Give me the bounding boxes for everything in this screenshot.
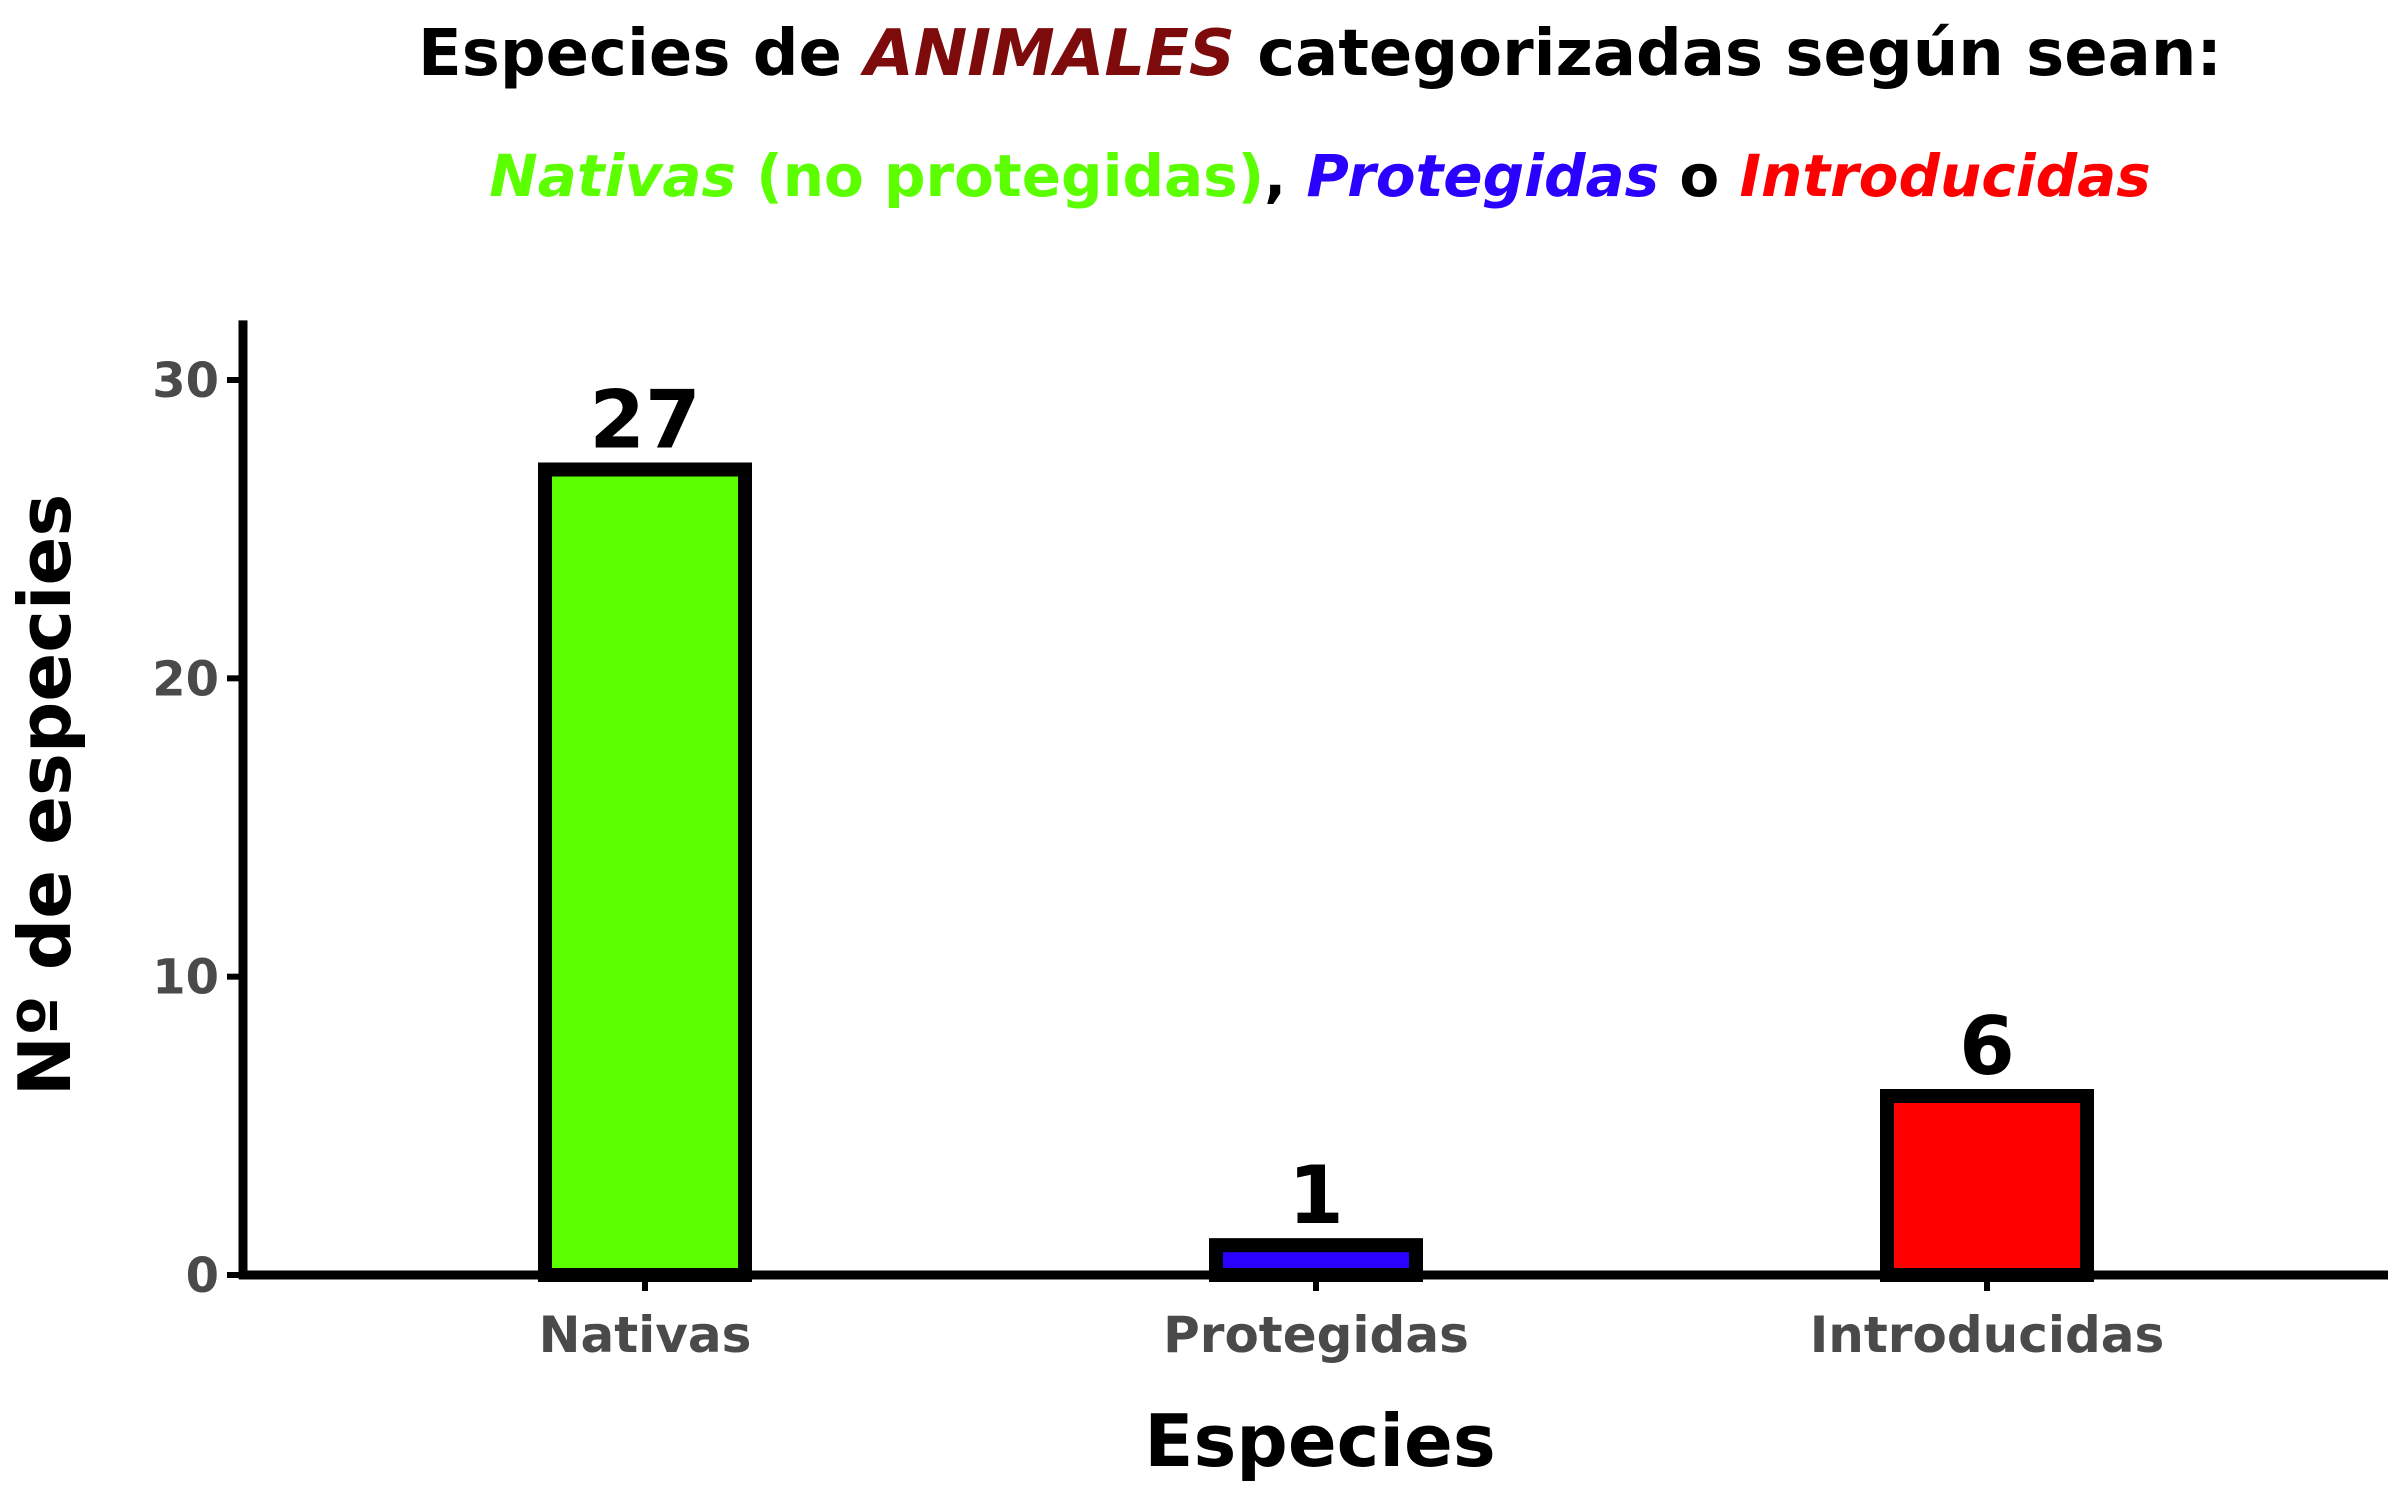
- bar-introducidas: [1880, 1089, 2094, 1282]
- x-tick-label-protegidas: Protegidas: [1163, 1306, 1469, 1364]
- data-label-nativas: 27: [589, 374, 700, 467]
- subtitle-introducidas: Introducidas: [1739, 142, 2150, 210]
- chart-title-suffix: categorizadas según sean:: [1235, 17, 2222, 91]
- subtitle-comma: ,: [1264, 142, 1306, 210]
- subtitle-no-protegidas: (no protegidas): [736, 142, 1264, 210]
- bar-protegidas: [1209, 1238, 1423, 1282]
- chart-subtitle: Nativas (no protegidas), Protegidas o In…: [489, 142, 2151, 210]
- subtitle-nativas: Nativas: [489, 142, 736, 210]
- x-tick-label-introducidas: Introducidas: [1810, 1306, 2165, 1364]
- x-axis-title: Especies: [1144, 1399, 1495, 1483]
- data-label-introducidas: 6: [1959, 1000, 2015, 1093]
- bar-nativas: [538, 462, 752, 1282]
- subtitle-protegidas: Protegidas: [1306, 142, 1659, 210]
- y-tick-label: 20: [152, 651, 219, 707]
- chart-title-highlight: ANIMALES: [859, 17, 1235, 91]
- x-tick-label-nativas: Nativas: [539, 1306, 752, 1364]
- y-tick-label: 10: [152, 950, 219, 1006]
- y-tick-label: 30: [152, 353, 219, 409]
- y-tick-label: 0: [186, 1248, 219, 1304]
- chart-title: Especies de ANIMALES categorizadas según…: [418, 17, 2222, 91]
- plot-area: 0 10 20 30 27 Nativas 1 Protegidas 6 Introducidas: [152, 320, 2388, 1364]
- y-axis-title: Nº de especies: [3, 494, 87, 1096]
- chart-title-prefix: Especies de: [418, 17, 864, 91]
- subtitle-o: o: [1659, 142, 1739, 210]
- data-label-protegidas: 1: [1288, 1149, 1344, 1242]
